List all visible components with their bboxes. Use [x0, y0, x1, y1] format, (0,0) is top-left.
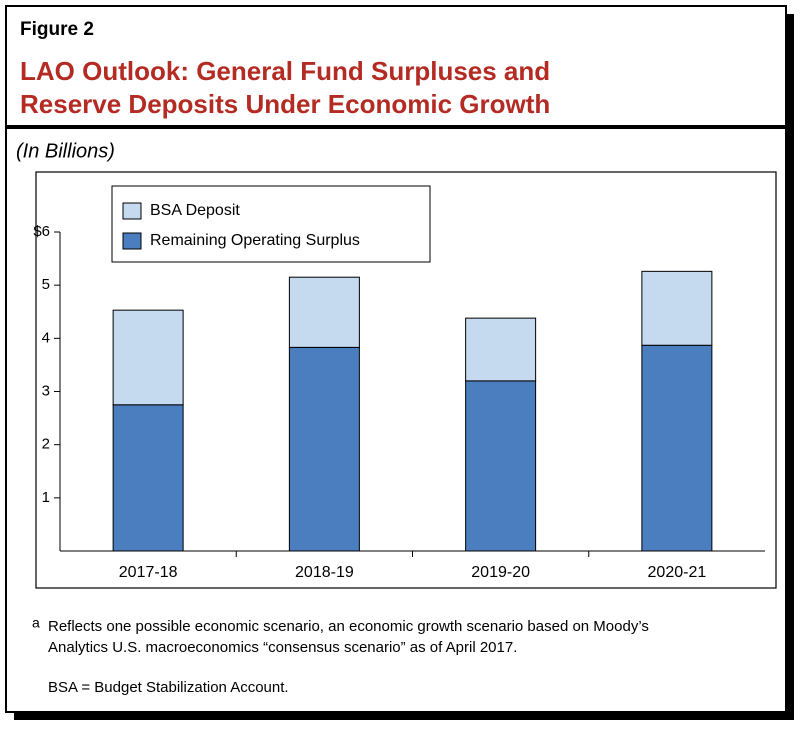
x-tick-label: 2019-20	[471, 564, 530, 581]
y-tick-label: $6	[33, 223, 50, 240]
bar-segment	[641, 270, 713, 346]
legend-box	[111, 185, 431, 263]
bar-segment	[112, 309, 184, 406]
x-tick-label: 2017-18	[119, 564, 178, 581]
y-tick-label: 3	[42, 382, 50, 399]
bar-segment	[112, 404, 184, 552]
legend-label: Remaining Operating Surplus	[150, 232, 360, 249]
note: BSA = Budget Stabilization Account.	[48, 679, 289, 696]
title-rule	[6, 125, 786, 129]
y-tick-label: 1	[42, 489, 50, 506]
bar-segment	[288, 276, 360, 348]
x-tick-label: 2018-19	[295, 564, 354, 581]
bar-segment	[465, 317, 537, 382]
chart-title: Reserve Deposits Under Economic Growth	[20, 89, 550, 119]
footnote: Reflects one possible economic scenario,…	[48, 618, 649, 635]
footnote-marker: a	[32, 615, 40, 631]
legend-swatch	[122, 232, 142, 250]
legend-label: BSA Deposit	[150, 202, 240, 219]
figure-label: Figure 2	[20, 19, 94, 40]
bar-segment	[465, 380, 537, 552]
y-tick-label: 2	[42, 436, 50, 453]
chart-title: LAO Outlook: General Fund Surpluses and	[20, 56, 550, 86]
subtitle: (In Billions)	[16, 140, 115, 162]
y-tick-label: 4	[42, 329, 50, 346]
bar-segment	[288, 346, 360, 552]
plot-frame	[35, 171, 777, 589]
bar-segment	[641, 344, 713, 552]
y-tick-label: 5	[42, 276, 50, 293]
legend-swatch	[122, 202, 142, 220]
x-tick-label: 2020-21	[648, 564, 707, 581]
footnote: Analytics U.S. macroeconomics “consensus…	[48, 639, 517, 656]
